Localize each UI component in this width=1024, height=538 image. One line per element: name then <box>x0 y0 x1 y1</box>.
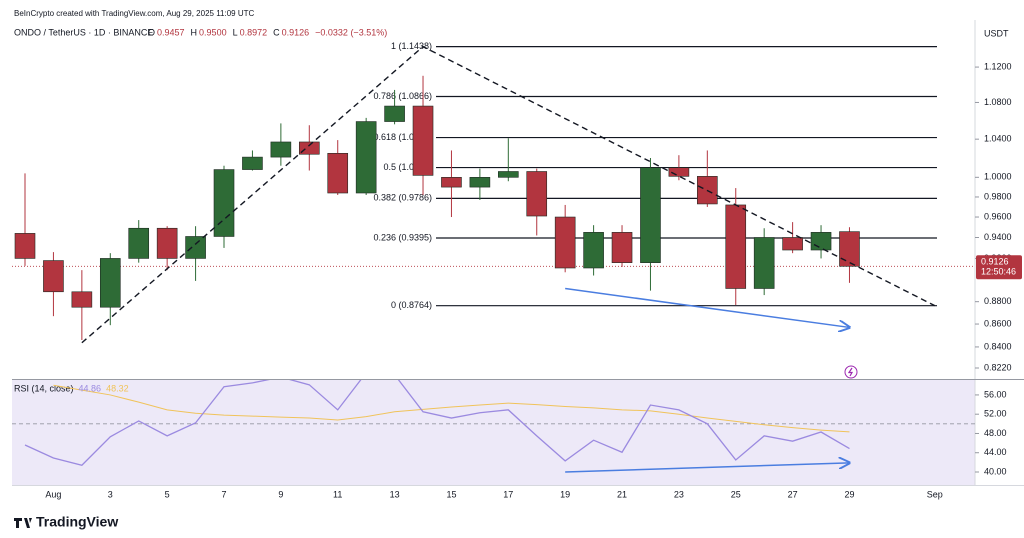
candle-body <box>355 121 377 194</box>
y-tick-label: 44.00 <box>984 447 1007 457</box>
ohlc-key: H <box>191 27 198 37</box>
rsi-pane <box>12 380 975 473</box>
fib-label: 0.786 (1.0866) <box>373 91 432 101</box>
x-tick-label: 5 <box>165 489 170 499</box>
x-tick-label: 13 <box>390 489 400 499</box>
candle-body <box>668 167 690 177</box>
candle-body <box>839 231 860 267</box>
x-tick-label: Sep <box>927 489 943 499</box>
ohlc-value: 0.9500 <box>199 27 227 37</box>
logo: TradingView <box>14 514 118 530</box>
candle-body <box>99 258 121 308</box>
x-tick-label: 17 <box>503 489 513 499</box>
candle-body <box>43 260 64 293</box>
y-tick-label: 1.0000 <box>984 172 1012 182</box>
fib-label: 0 (0.8764) <box>391 300 432 310</box>
x-tick-label: 9 <box>278 489 283 499</box>
credit: BeInCrypto created with TradingView.com,… <box>14 9 255 18</box>
y-tick-label: 0.8220 <box>984 362 1012 372</box>
candle-body <box>725 204 747 289</box>
ohlc-key: L <box>233 27 238 37</box>
y-tick-label: 52.00 <box>984 409 1007 419</box>
fib-label: 1 (1.1438) <box>391 41 432 51</box>
x-tick-label: 11 <box>333 489 342 499</box>
x-tick-label: 23 <box>674 489 684 499</box>
y-tick-label: 0.8600 <box>984 318 1012 328</box>
candle-body <box>128 227 150 259</box>
candle-body <box>640 167 661 263</box>
fib-label: 0.236 (0.9395) <box>373 232 432 242</box>
x-tick-label: Aug <box>45 489 61 499</box>
candle-body <box>270 141 292 158</box>
candle-body <box>753 237 775 289</box>
x-tick-label: 15 <box>446 489 456 499</box>
logo-text: TradingView <box>36 514 118 530</box>
y-tick-label: 0.9800 <box>984 191 1012 201</box>
y-tick-label: 0.9600 <box>984 211 1012 221</box>
candle-body <box>782 237 803 251</box>
candle-body <box>185 236 206 259</box>
rsi-line <box>53 384 850 433</box>
price-pane: 1 (1.1438) 0.786 (1.0866) 0.618 (1.0417) 0.… <box>12 41 975 344</box>
symbol: ONDO / TetherUS · 1D · BINANCE <box>14 27 153 37</box>
axis-label: USDT <box>984 28 1009 38</box>
y-tick-label: 1.0400 <box>984 134 1012 144</box>
candle-body <box>242 156 263 170</box>
y-tick-label: 1.1200 <box>984 61 1012 71</box>
ohlc-value: 0.9457 <box>157 27 185 37</box>
candle-body <box>14 233 36 259</box>
candle-body <box>526 171 548 217</box>
x-tick-label: 25 <box>731 489 741 499</box>
rsi-panel <box>12 380 975 485</box>
last-price-label: 0.9126 <box>981 257 1009 267</box>
candle-body <box>469 177 491 188</box>
candle-body <box>441 177 462 188</box>
candle-body <box>412 105 434 176</box>
ohlc-key: O <box>148 27 155 37</box>
y-tick-label: 0.8800 <box>984 296 1012 306</box>
ohlc-value: 0.8972 <box>240 27 268 37</box>
y-tick-label: 48.00 <box>984 428 1007 438</box>
fib-label: 0.382 (0.9786) <box>373 193 432 203</box>
rsi-title: RSI (14, close) <box>14 383 74 393</box>
divergence-arrow <box>565 287 849 328</box>
y-tick-label: 1.0800 <box>984 97 1012 107</box>
x-tick-label: 21 <box>617 489 627 499</box>
fib-label: 0.5 (1.0101) <box>383 162 432 172</box>
legend-value: 44.86 <box>79 383 102 393</box>
x-tick-label: 27 <box>788 489 798 499</box>
candle-body <box>327 152 349 194</box>
candle-body <box>554 216 576 269</box>
y-tick-label: 0.9400 <box>984 232 1012 242</box>
y-tick-label: 56.00 <box>984 389 1007 399</box>
candle-body <box>213 169 235 237</box>
legend-value: 48.32 <box>106 383 129 393</box>
ohlc-key: C <box>273 27 280 37</box>
last-price-tag <box>976 255 1022 280</box>
candle-body <box>71 291 93 308</box>
countdown-label: 12:50:46 <box>981 267 1016 277</box>
event-icon-bolt <box>847 367 854 377</box>
divergence-arrow <box>565 463 849 473</box>
candle-body <box>156 227 178 259</box>
y-tick-label: 40.00 <box>984 466 1007 476</box>
candle-body <box>384 105 405 122</box>
ohlc-legend: O 0.9457 H 0.9500 L 0.8972 C 0.9126 <box>148 27 309 37</box>
y-tick-label: 0.8400 <box>984 341 1012 351</box>
fib-label: 0.618 (1.0417) <box>373 132 432 142</box>
candle-body <box>611 232 633 263</box>
x-tick-label: 29 <box>844 489 854 499</box>
rsi-line <box>24 380 850 466</box>
ohlc-value: 0.9126 <box>282 27 310 37</box>
x-tick-label: 19 <box>560 489 570 499</box>
change: −0.0332 (−3.51%) <box>315 27 387 37</box>
candle-body <box>498 171 519 178</box>
candle-body <box>298 141 320 155</box>
trend-line <box>81 45 936 344</box>
candle-body <box>583 232 604 269</box>
candle-body <box>810 232 832 251</box>
x-tick-label: 3 <box>108 489 113 499</box>
x-tick-label: 7 <box>222 489 227 499</box>
